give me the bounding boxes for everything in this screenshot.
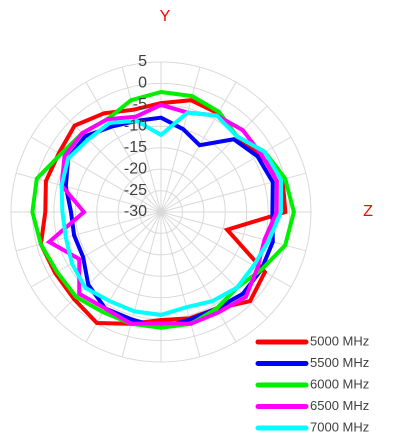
spoke: [85, 211, 162, 343]
legend-label: 5000 MHz: [310, 333, 369, 348]
spoke: [160, 211, 201, 358]
series-line: [45, 102, 279, 326]
r-tick-label: -25: [124, 182, 147, 199]
spoke: [54, 105, 162, 213]
spoke: [121, 66, 162, 213]
spoke: [30, 136, 162, 213]
legend-label: 6000 MHz: [310, 376, 369, 391]
spoke: [15, 172, 162, 213]
spoke: [121, 211, 162, 358]
axis-label: Y: [160, 8, 171, 25]
spoke: [160, 81, 237, 213]
series-line: [59, 110, 284, 317]
legend-label: 7000 MHz: [310, 419, 369, 434]
spoke: [85, 81, 162, 213]
spoke: [160, 105, 268, 213]
r-tick-label: 0: [138, 75, 147, 92]
spoke: [160, 211, 307, 252]
spoke: [160, 211, 237, 343]
r-tick-label: -10: [124, 118, 147, 135]
spoke: [160, 66, 201, 213]
legend-label: 5500 MHz: [310, 355, 369, 370]
spoke: [160, 136, 292, 213]
r-tick-label: -15: [124, 139, 147, 156]
axis-label: Z: [363, 203, 373, 220]
spoke: [30, 211, 162, 288]
r-tick-label: 5: [138, 53, 147, 70]
r-tick-label: -5: [133, 96, 147, 113]
r-tick-label: -20: [124, 160, 147, 177]
legend-label: 6500 MHz: [310, 398, 369, 413]
r-tick-label: -30: [124, 203, 147, 220]
spoke: [160, 211, 292, 288]
